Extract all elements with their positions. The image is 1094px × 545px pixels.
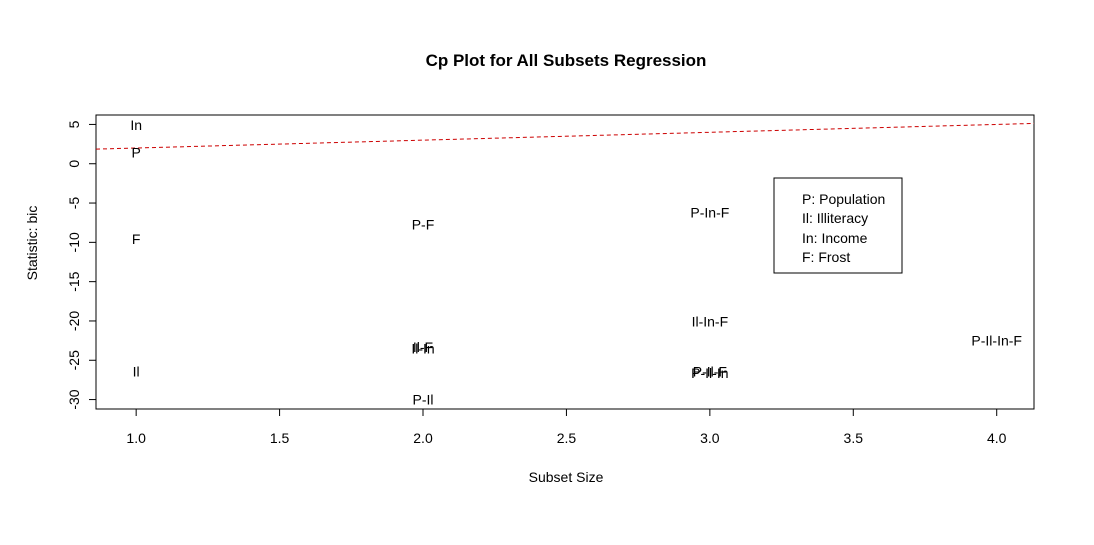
- point-label: P-Il-F: [693, 363, 727, 379]
- point-label: P-Il-In: [691, 365, 728, 381]
- legend-entry: F: Frost: [802, 249, 850, 265]
- x-axis-label: Subset Size: [529, 469, 604, 485]
- point-labels: In P F Il P-F Il-FIl-In P-Il P-In-F Il-In-F P-Il-…: [130, 117, 1022, 407]
- plot-frame: [95, 114, 1035, 410]
- legend-box: [773, 177, 903, 274]
- y-tick-label: 0: [66, 160, 82, 168]
- y-tick-label: -20: [66, 311, 82, 331]
- x-tick-label: 1.0: [126, 430, 146, 446]
- point-label: Il-In-F: [692, 314, 729, 330]
- y-tick-label: -30: [66, 389, 82, 409]
- point-label: Il-In: [411, 340, 434, 356]
- y-tick-label: -10: [66, 232, 82, 252]
- chart-title: Cp Plot for All Subsets Regression: [426, 51, 707, 70]
- y-axis-label: Statistic: bic: [24, 206, 40, 281]
- y-axis: 5 0 -5 -10 -15 -20 -25 -30: [66, 120, 96, 410]
- reference-line: [95, 122, 1035, 150]
- x-tick-label: 3.0: [700, 430, 720, 446]
- point-label: F: [132, 231, 141, 247]
- x-tick-label: 3.5: [844, 430, 864, 446]
- point-label: P-F: [412, 216, 435, 232]
- x-tick-label: 2.5: [557, 430, 577, 446]
- legend-entry: Il: Illiteracy: [802, 210, 868, 226]
- point-label: In: [130, 117, 142, 133]
- x-tick-label: 1.5: [270, 430, 290, 446]
- point-label: Il-F: [413, 339, 433, 355]
- x-axis: 1.0 1.5 2.0 2.5 3.0 3.5 4.0: [126, 409, 1007, 446]
- point-label: P-Il-In-F: [971, 333, 1022, 349]
- point-label: Il: [133, 363, 140, 379]
- y-tick-label: -15: [66, 271, 82, 291]
- legend-entry: P: Population: [802, 191, 885, 207]
- legend-entry: In: Income: [802, 230, 868, 246]
- point-label: P-In-F: [690, 204, 729, 220]
- point-label: P: [131, 145, 140, 161]
- x-tick-label: 4.0: [987, 430, 1007, 446]
- y-tick-label: 5: [66, 120, 82, 128]
- point-label: P-Il: [413, 392, 434, 408]
- y-tick-label: -5: [66, 197, 82, 210]
- legend: P: Population Il: Illiteracy In: Income …: [773, 177, 903, 274]
- x-tick-label: 2.0: [413, 430, 433, 446]
- y-tick-label: -25: [66, 350, 82, 370]
